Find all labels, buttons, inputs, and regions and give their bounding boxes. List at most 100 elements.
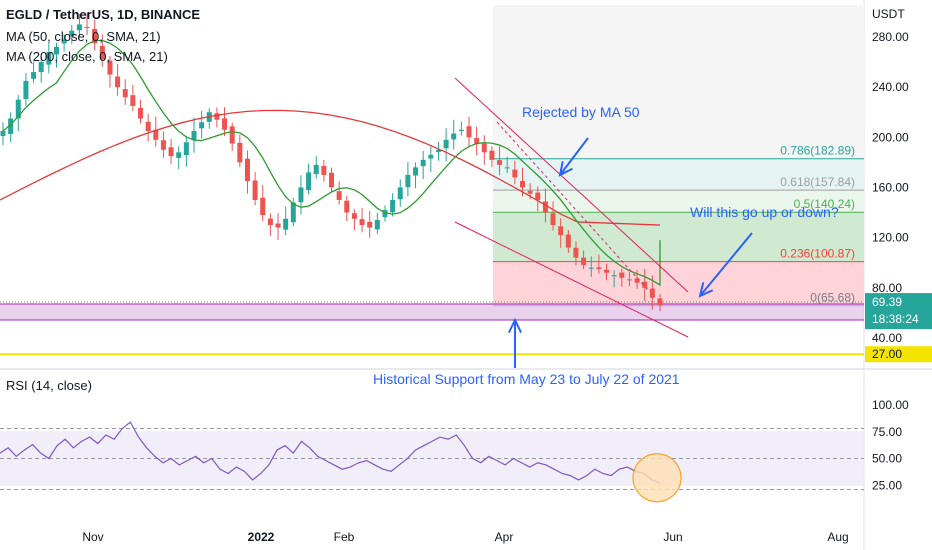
candle-body: [298, 187, 304, 203]
current-price-text: 69.39: [872, 295, 902, 309]
channel-upper: [454, 77, 689, 293]
candle-body: [53, 46, 59, 55]
candle-body: [130, 95, 136, 106]
candle-body: [321, 165, 327, 175]
candle-body: [359, 219, 365, 226]
candle-body: [46, 52, 52, 65]
rsi-y-tick-label: 25.00: [872, 478, 902, 492]
ma50-line: [2, 39, 661, 287]
candle-body: [497, 160, 503, 165]
y-tick-label: 280.00: [872, 30, 909, 44]
candle-body: [237, 142, 243, 163]
fib-label-0.236: 0.236(100.87): [780, 247, 855, 261]
candle-body: [626, 279, 632, 281]
fib-label-0: 0(65.68): [810, 291, 855, 305]
candle-body: [596, 267, 602, 269]
fib-label-0.786: 0.786(182.89): [780, 144, 855, 158]
ma50-legend: MA (50, close, 0, SMA, 21): [6, 29, 161, 44]
candle-body: [84, 26, 90, 28]
rsi-y-tick-label: 100.00: [872, 398, 909, 412]
y-tick-label: 80.00: [872, 281, 902, 295]
candle-body: [229, 126, 235, 144]
candle-body: [145, 121, 151, 132]
candle-body: [512, 169, 518, 178]
candle-body: [458, 129, 464, 132]
candle-body: [390, 199, 396, 213]
candle-body: [329, 172, 334, 188]
fib-top-zone: [493, 5, 864, 159]
ma200-line: [0, 109, 661, 226]
question-annotation: Will this go up or down?: [690, 204, 839, 220]
candle-body: [306, 172, 312, 191]
candle-body: [76, 24, 82, 31]
candle-body: [443, 139, 449, 149]
candle-body: [588, 267, 594, 269]
candle-body: [176, 152, 182, 158]
fib-zone-0.618: [493, 190, 864, 213]
candle-body: [283, 218, 289, 230]
y-tick-label: 40.00: [872, 331, 902, 345]
candle-body: [0, 131, 6, 137]
support-annotation: Historical Support from May 23 to July 2…: [373, 371, 680, 387]
price-axis[interactable]: 280.00 240.00 200.00 160.00 120.00 80.00 40.00…: [82, 7, 932, 544]
x-tick-label: Aug: [827, 530, 848, 544]
y-tick-label: 240.00: [872, 80, 909, 94]
candle-body: [466, 126, 472, 138]
x-tick-label: Feb: [334, 530, 355, 544]
fib-label-0.5: 0.5(140.24): [794, 197, 855, 211]
candle-body: [558, 226, 564, 236]
fib-zone-0.786: [493, 158, 864, 191]
candle-body: [313, 164, 319, 175]
x-tick-label: Nov: [82, 530, 103, 544]
y-axis-unit: USDT: [872, 7, 905, 21]
candle-body: [489, 150, 495, 160]
rsi-highlight-circle: [632, 453, 682, 503]
support-arrow: [508, 317, 522, 368]
question-arrow-shaft: [699, 232, 753, 297]
candle-body: [397, 187, 403, 200]
candle-body: [435, 149, 441, 152]
rejected-arrow: [558, 137, 589, 177]
channel-mid: [496, 121, 649, 291]
candle-body: [290, 202, 296, 223]
candle-body: [31, 72, 37, 79]
candle-body: [542, 201, 548, 213]
current-price-tag: [865, 293, 932, 330]
candle-body: [153, 129, 159, 140]
candle-body: [519, 181, 525, 188]
rejected-arrow-head: [558, 161, 573, 177]
rsi-legend: RSI (14, close): [6, 378, 92, 393]
candle-body: [642, 281, 648, 288]
candle-body: [191, 131, 197, 140]
x-tick-label: Apr: [495, 530, 514, 544]
channel-lower: [454, 221, 689, 338]
candle-body: [374, 220, 380, 230]
candle-body: [99, 45, 105, 60]
candle-body: [160, 140, 166, 150]
candle-body: [115, 76, 121, 88]
candle-body: [214, 113, 220, 120]
candle-body: [451, 133, 457, 140]
candle-body: [428, 154, 434, 159]
candle-body: [107, 60, 113, 75]
candle-body: [649, 288, 655, 298]
support-arrow-head: [508, 317, 522, 334]
candle-body: [8, 118, 14, 134]
candle-body: [420, 159, 426, 167]
candle-body: [550, 213, 556, 226]
candle-body: [15, 99, 21, 119]
candle-body: [535, 192, 541, 200]
y-tick-label: 160.00: [872, 180, 909, 194]
candle-body: [604, 269, 610, 273]
candle-body: [581, 257, 587, 266]
candle-body: [573, 247, 579, 258]
y-tick-label: 120.00: [872, 231, 909, 245]
rejected-annotation: Rejected by MA 50: [522, 104, 640, 120]
candle-body: [405, 174, 411, 188]
support-price-text: 27.00: [872, 347, 902, 361]
rsi-line: [0, 421, 661, 484]
support-price-tag: [865, 346, 932, 363]
candle-body: [23, 80, 29, 99]
symbol-title: EGLD / TetherUS, 1D, BINANCE: [6, 7, 201, 22]
